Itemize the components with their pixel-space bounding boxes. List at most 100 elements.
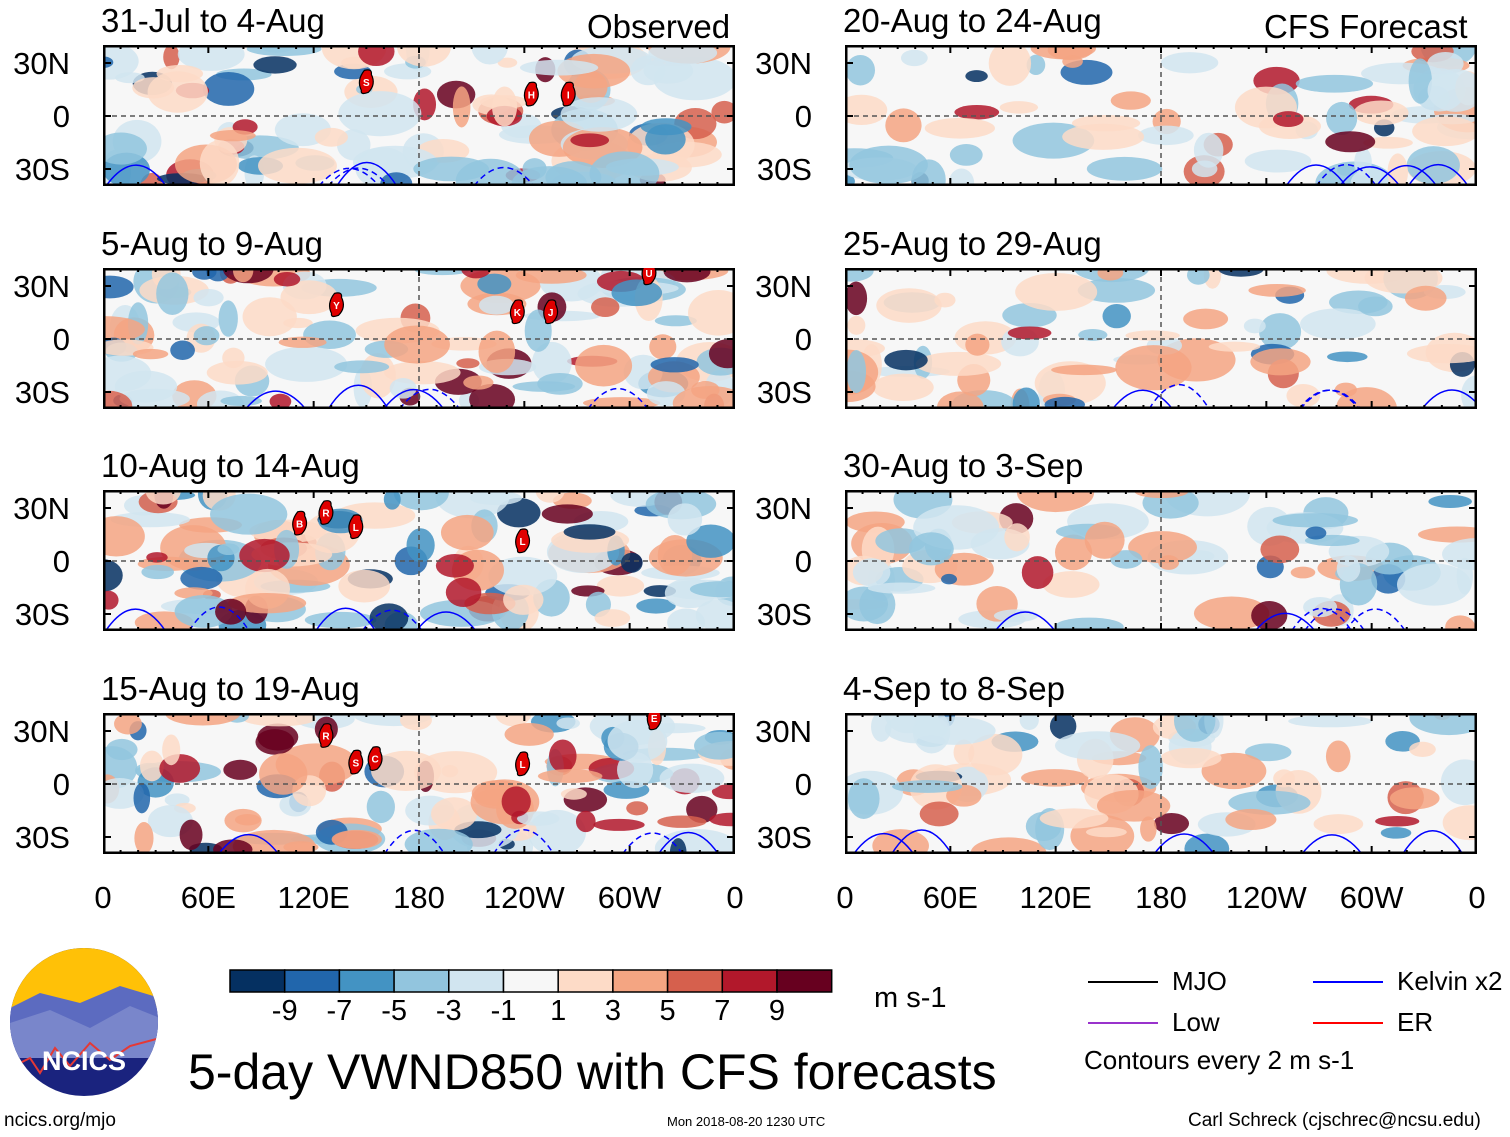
wind-anomaly-blob: [645, 124, 686, 155]
wind-anomaly-blob: [193, 326, 220, 346]
wind-anomaly-blob: [103, 590, 119, 610]
wind-anomaly-blob: [1336, 555, 1361, 582]
wind-anomaly-blob: [1250, 348, 1311, 376]
wind-anomaly-blob: [1225, 808, 1277, 831]
colorbar-label: -9: [271, 995, 298, 1027]
kelvin-contour: [383, 388, 445, 409]
wind-anomaly-blob: [1358, 296, 1393, 317]
wind-anomaly-blob: [103, 275, 134, 299]
wind-anomaly-blob: [549, 739, 577, 773]
wind-anomaly-blob: [1085, 826, 1127, 838]
wind-anomaly-blob: [1007, 326, 1052, 340]
wind-anomaly-blob: [1326, 101, 1358, 135]
lat-label: 0: [52, 767, 70, 802]
map-panel: [845, 45, 1477, 186]
wind-anomaly-blob: [495, 713, 532, 727]
lon-label: 120E: [1019, 880, 1092, 915]
wind-anomaly-blob: [556, 717, 580, 730]
lon-label: 180: [1135, 880, 1187, 915]
storm-label: H: [528, 90, 535, 101]
kelvin-contour: [657, 831, 719, 854]
wind-anomaly-blob: [445, 577, 482, 607]
wind-anomaly-blob: [469, 490, 522, 506]
tropical-cyclone-icon: L: [515, 528, 531, 554]
wind-anomaly-blob: [133, 782, 151, 814]
wind-anomaly-blob: [162, 734, 181, 766]
wind-anomaly-blob: [209, 130, 256, 142]
legend-label: MJO: [1172, 966, 1227, 996]
kelvin-contour: [853, 832, 915, 854]
legend-label: Low: [1172, 1007, 1220, 1037]
wind-anomaly-blob: [1138, 745, 1163, 790]
panel-title: 30-Aug to 3-Sep: [843, 447, 1084, 484]
wind-anomaly-blob: [934, 292, 956, 308]
wind-anomaly-blob: [393, 490, 449, 511]
colorbar-label: -5: [381, 995, 407, 1027]
lat-label: 30S: [14, 820, 70, 855]
wind-anomaly-blob: [1290, 566, 1316, 579]
colorbar-swatch: [776, 969, 833, 993]
wind-anomaly-blob: [177, 45, 245, 71]
ncics-logo: NCICS: [10, 948, 158, 1096]
wind-anomaly-blob: [1138, 125, 1194, 146]
wind-anomaly-blob: [1442, 805, 1477, 841]
storm-label: R: [322, 732, 330, 743]
wind-anomaly-blob: [970, 837, 1047, 854]
colorbar-label: 9: [768, 995, 786, 1027]
wind-anomaly-blob: [280, 280, 338, 315]
kelvin-contour: [105, 164, 167, 186]
lat-label: 30S: [14, 597, 70, 632]
kelvin-contour: [1148, 383, 1210, 409]
wind-anomaly-blob: [469, 383, 516, 409]
wind-anomaly-blob: [224, 808, 262, 833]
wind-anomaly-blob: [516, 811, 560, 826]
wind-anomaly-blob: [1021, 556, 1054, 589]
wind-anomaly-blob: [179, 819, 203, 851]
tropical-cyclone-icon: J: [543, 299, 559, 325]
wind-anomaly-blob: [560, 97, 638, 132]
wind-anomaly-blob: [515, 268, 587, 284]
wind-anomaly-blob: [1363, 136, 1413, 149]
kelvin-contour: [994, 611, 1056, 631]
wind-anomaly-blob: [607, 719, 668, 762]
wind-anomaly-blob: [924, 117, 995, 139]
map-panel: S H I: [103, 45, 735, 186]
wind-anomaly-blob: [1409, 741, 1436, 757]
wind-anomaly-blob: [1184, 833, 1230, 854]
wind-anomaly-blob: [103, 390, 133, 409]
wind-anomaly-blob: [937, 391, 984, 409]
wind-anomaly-blob: [885, 108, 922, 143]
wind-anomaly-blob: [915, 351, 1002, 376]
lat-label: 30S: [14, 152, 70, 187]
wind-anomaly-blob: [965, 70, 988, 83]
wind-anomaly-blob: [1026, 54, 1046, 75]
lon-label: 0: [1468, 880, 1486, 915]
wind-anomaly-blob: [1054, 731, 1141, 761]
wind-anomaly-blob: [103, 355, 152, 392]
wind-anomaly-blob: [1030, 45, 1096, 60]
wind-anomaly-blob: [210, 493, 288, 535]
wind-anomaly-blob: [334, 360, 390, 374]
wind-anomaly-blob: [217, 543, 240, 556]
kelvin-contour: [1298, 389, 1360, 409]
wind-anomaly-blob: [156, 272, 189, 315]
kelvin-contour: [1299, 389, 1362, 409]
wind-anomaly-blob: [1039, 808, 1109, 829]
lat-label: 30N: [13, 714, 70, 749]
colorbar-label: 3: [604, 995, 621, 1027]
wind-anomaly-blob: [255, 729, 295, 755]
wind-anomaly-blob: [1062, 123, 1145, 150]
wind-anomaly-blob: [259, 753, 308, 795]
lon-label: 120W: [483, 880, 565, 915]
wind-anomaly-blob: [488, 556, 558, 596]
wind-anomaly-blob: [545, 161, 602, 186]
kelvin-contour: [1285, 164, 1347, 186]
kelvin-contour: [315, 607, 377, 631]
wind-anomaly-blob: [1187, 268, 1210, 285]
colorbar-label: -1: [490, 995, 517, 1027]
wind-anomaly-blob: [845, 94, 888, 126]
wind-anomaly-blob: [119, 388, 190, 409]
wind-anomaly-blob: [537, 372, 583, 395]
wind-anomaly-blob: [570, 133, 610, 148]
tropical-cyclone-icon: R: [318, 723, 334, 748]
